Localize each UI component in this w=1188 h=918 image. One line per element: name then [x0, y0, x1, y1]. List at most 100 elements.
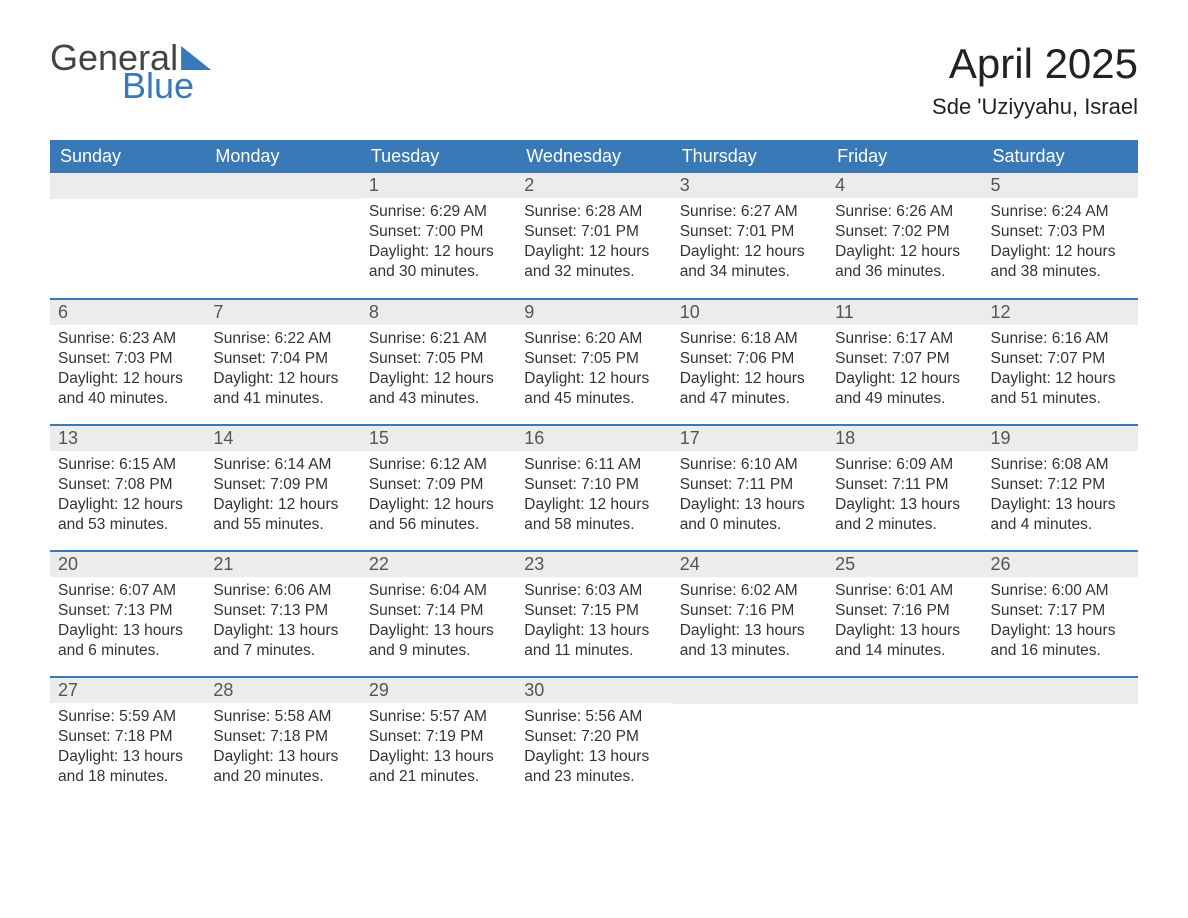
calendar-cell: 28Sunrise: 5:58 AMSunset: 7:18 PMDayligh…: [205, 677, 360, 803]
col-sunday: Sunday: [50, 140, 205, 173]
calendar-cell: 27Sunrise: 5:59 AMSunset: 7:18 PMDayligh…: [50, 677, 205, 803]
day-details: Sunrise: 6:23 AMSunset: 7:03 PMDaylight:…: [50, 325, 205, 420]
daylight-line: Daylight: 12 hours and 49 minutes.: [835, 369, 974, 409]
day-details: Sunrise: 6:16 AMSunset: 7:07 PMDaylight:…: [983, 325, 1138, 420]
sunset-line: Sunset: 7:05 PM: [369, 349, 508, 369]
daylight-line: Daylight: 13 hours and 14 minutes.: [835, 621, 974, 661]
daylight-line: Daylight: 12 hours and 56 minutes.: [369, 495, 508, 535]
calendar-cell: 1Sunrise: 6:29 AMSunset: 7:00 PMDaylight…: [361, 173, 516, 299]
title-block: April 2025 Sde 'Uziyyahu, Israel: [932, 40, 1138, 120]
sunset-line: Sunset: 7:00 PM: [369, 222, 508, 242]
sunset-line: Sunset: 7:11 PM: [680, 475, 819, 495]
daylight-line: Daylight: 13 hours and 21 minutes.: [369, 747, 508, 787]
daylight-line: Daylight: 12 hours and 47 minutes.: [680, 369, 819, 409]
day-details: Sunrise: 6:18 AMSunset: 7:06 PMDaylight:…: [672, 325, 827, 420]
sunrise-line: Sunrise: 6:11 AM: [524, 455, 663, 475]
col-thursday: Thursday: [672, 140, 827, 173]
sunset-line: Sunset: 7:13 PM: [213, 601, 352, 621]
sunset-line: Sunset: 7:16 PM: [835, 601, 974, 621]
day-number: 13: [50, 426, 205, 451]
calendar-row: 6Sunrise: 6:23 AMSunset: 7:03 PMDaylight…: [50, 299, 1138, 425]
sunrise-line: Sunrise: 6:14 AM: [213, 455, 352, 475]
calendar-cell: [205, 173, 360, 299]
col-wednesday: Wednesday: [516, 140, 671, 173]
day-details: Sunrise: 6:15 AMSunset: 7:08 PMDaylight:…: [50, 451, 205, 546]
daylight-line: Daylight: 13 hours and 20 minutes.: [213, 747, 352, 787]
col-monday: Monday: [205, 140, 360, 173]
daylight-line: Daylight: 12 hours and 45 minutes.: [524, 369, 663, 409]
sunrise-line: Sunrise: 5:57 AM: [369, 707, 508, 727]
daylight-line: Daylight: 13 hours and 7 minutes.: [213, 621, 352, 661]
day-number: 23: [516, 552, 671, 577]
day-details: Sunrise: 6:21 AMSunset: 7:05 PMDaylight:…: [361, 325, 516, 420]
day-details: Sunrise: 6:22 AMSunset: 7:04 PMDaylight:…: [205, 325, 360, 420]
sunrise-line: Sunrise: 6:02 AM: [680, 581, 819, 601]
day-details: Sunrise: 6:14 AMSunset: 7:09 PMDaylight:…: [205, 451, 360, 546]
daylight-line: Daylight: 12 hours and 34 minutes.: [680, 242, 819, 282]
sunrise-line: Sunrise: 6:17 AM: [835, 329, 974, 349]
daylight-line: Daylight: 13 hours and 0 minutes.: [680, 495, 819, 535]
sunrise-line: Sunrise: 6:28 AM: [524, 202, 663, 222]
day-number: 24: [672, 552, 827, 577]
sunrise-line: Sunrise: 5:58 AM: [213, 707, 352, 727]
sunrise-line: Sunrise: 5:59 AM: [58, 707, 197, 727]
day-details: Sunrise: 6:09 AMSunset: 7:11 PMDaylight:…: [827, 451, 982, 546]
weekday-header-row: Sunday Monday Tuesday Wednesday Thursday…: [50, 140, 1138, 173]
day-number: 2: [516, 173, 671, 198]
day-number: 10: [672, 300, 827, 325]
day-details: Sunrise: 5:57 AMSunset: 7:19 PMDaylight:…: [361, 703, 516, 798]
day-number: 18: [827, 426, 982, 451]
day-number: 27: [50, 678, 205, 703]
calendar-cell: 26Sunrise: 6:00 AMSunset: 7:17 PMDayligh…: [983, 551, 1138, 677]
day-number: 11: [827, 300, 982, 325]
daylight-line: Daylight: 12 hours and 36 minutes.: [835, 242, 974, 282]
sunrise-line: Sunrise: 6:04 AM: [369, 581, 508, 601]
calendar-cell: [827, 677, 982, 803]
day-number: 14: [205, 426, 360, 451]
sunrise-line: Sunrise: 6:15 AM: [58, 455, 197, 475]
sunrise-line: Sunrise: 6:00 AM: [991, 581, 1130, 601]
calendar-cell: 29Sunrise: 5:57 AMSunset: 7:19 PMDayligh…: [361, 677, 516, 803]
day-number: 20: [50, 552, 205, 577]
sunset-line: Sunset: 7:18 PM: [213, 727, 352, 747]
sunset-line: Sunset: 7:10 PM: [524, 475, 663, 495]
calendar-cell: [983, 677, 1138, 803]
sunrise-line: Sunrise: 6:10 AM: [680, 455, 819, 475]
day-details: Sunrise: 5:58 AMSunset: 7:18 PMDaylight:…: [205, 703, 360, 798]
sunrise-line: Sunrise: 6:03 AM: [524, 581, 663, 601]
day-number: 7: [205, 300, 360, 325]
calendar-table: Sunday Monday Tuesday Wednesday Thursday…: [50, 140, 1138, 803]
daylight-line: Daylight: 12 hours and 32 minutes.: [524, 242, 663, 282]
day-number: 19: [983, 426, 1138, 451]
day-number: 9: [516, 300, 671, 325]
calendar-cell: 10Sunrise: 6:18 AMSunset: 7:06 PMDayligh…: [672, 299, 827, 425]
daylight-line: Daylight: 12 hours and 55 minutes.: [213, 495, 352, 535]
day-number: 30: [516, 678, 671, 703]
calendar-cell: 11Sunrise: 6:17 AMSunset: 7:07 PMDayligh…: [827, 299, 982, 425]
calendar-cell: 22Sunrise: 6:04 AMSunset: 7:14 PMDayligh…: [361, 551, 516, 677]
daylight-line: Daylight: 13 hours and 13 minutes.: [680, 621, 819, 661]
sunset-line: Sunset: 7:07 PM: [991, 349, 1130, 369]
sunset-line: Sunset: 7:15 PM: [524, 601, 663, 621]
sunset-line: Sunset: 7:09 PM: [369, 475, 508, 495]
daylight-line: Daylight: 12 hours and 51 minutes.: [991, 369, 1130, 409]
day-details: Sunrise: 6:03 AMSunset: 7:15 PMDaylight:…: [516, 577, 671, 672]
daylight-line: Daylight: 13 hours and 11 minutes.: [524, 621, 663, 661]
day-details: Sunrise: 6:06 AMSunset: 7:13 PMDaylight:…: [205, 577, 360, 672]
sunrise-line: Sunrise: 6:18 AM: [680, 329, 819, 349]
sunset-line: Sunset: 7:01 PM: [524, 222, 663, 242]
empty-day-header: [50, 173, 205, 199]
day-details: Sunrise: 5:59 AMSunset: 7:18 PMDaylight:…: [50, 703, 205, 798]
day-number: 16: [516, 426, 671, 451]
calendar-row: 20Sunrise: 6:07 AMSunset: 7:13 PMDayligh…: [50, 551, 1138, 677]
sunrise-line: Sunrise: 6:20 AM: [524, 329, 663, 349]
day-details: Sunrise: 6:26 AMSunset: 7:02 PMDaylight:…: [827, 198, 982, 293]
calendar-cell: 17Sunrise: 6:10 AMSunset: 7:11 PMDayligh…: [672, 425, 827, 551]
calendar-cell: 8Sunrise: 6:21 AMSunset: 7:05 PMDaylight…: [361, 299, 516, 425]
sunset-line: Sunset: 7:09 PM: [213, 475, 352, 495]
daylight-line: Daylight: 13 hours and 9 minutes.: [369, 621, 508, 661]
sunset-line: Sunset: 7:06 PM: [680, 349, 819, 369]
empty-day-header: [672, 678, 827, 704]
calendar-cell: 6Sunrise: 6:23 AMSunset: 7:03 PMDaylight…: [50, 299, 205, 425]
sunrise-line: Sunrise: 6:16 AM: [991, 329, 1130, 349]
